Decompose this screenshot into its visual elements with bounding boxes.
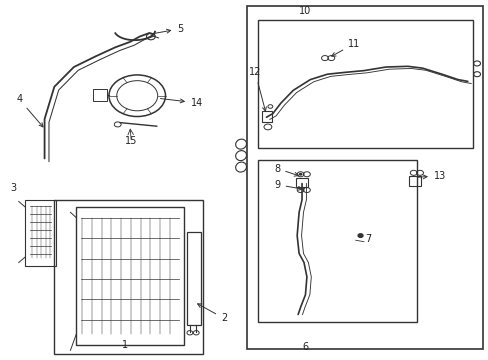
Bar xyxy=(258,160,416,321)
Text: 10: 10 xyxy=(299,6,311,15)
Text: 4: 4 xyxy=(16,94,43,127)
Text: 13: 13 xyxy=(417,171,445,181)
Text: 12: 12 xyxy=(248,67,266,111)
Bar xyxy=(296,178,307,187)
Bar xyxy=(93,89,107,101)
Text: 2: 2 xyxy=(197,304,227,323)
Bar xyxy=(76,207,183,345)
Text: 7: 7 xyxy=(365,234,371,244)
Bar xyxy=(258,21,472,148)
Text: 15: 15 xyxy=(125,136,137,146)
Bar xyxy=(246,6,483,348)
Bar xyxy=(187,232,200,325)
Text: 1: 1 xyxy=(122,340,128,350)
Text: 8: 8 xyxy=(274,163,298,176)
Text: 5: 5 xyxy=(153,24,183,34)
Bar xyxy=(54,200,203,354)
Circle shape xyxy=(298,173,302,176)
Text: 3: 3 xyxy=(10,183,16,193)
Bar xyxy=(25,200,56,266)
Text: 9: 9 xyxy=(274,180,302,190)
Text: 11: 11 xyxy=(331,39,360,56)
Circle shape xyxy=(357,234,362,237)
Bar xyxy=(408,176,420,186)
Bar xyxy=(262,111,271,122)
Text: 14: 14 xyxy=(160,98,203,108)
Text: 6: 6 xyxy=(302,342,308,352)
